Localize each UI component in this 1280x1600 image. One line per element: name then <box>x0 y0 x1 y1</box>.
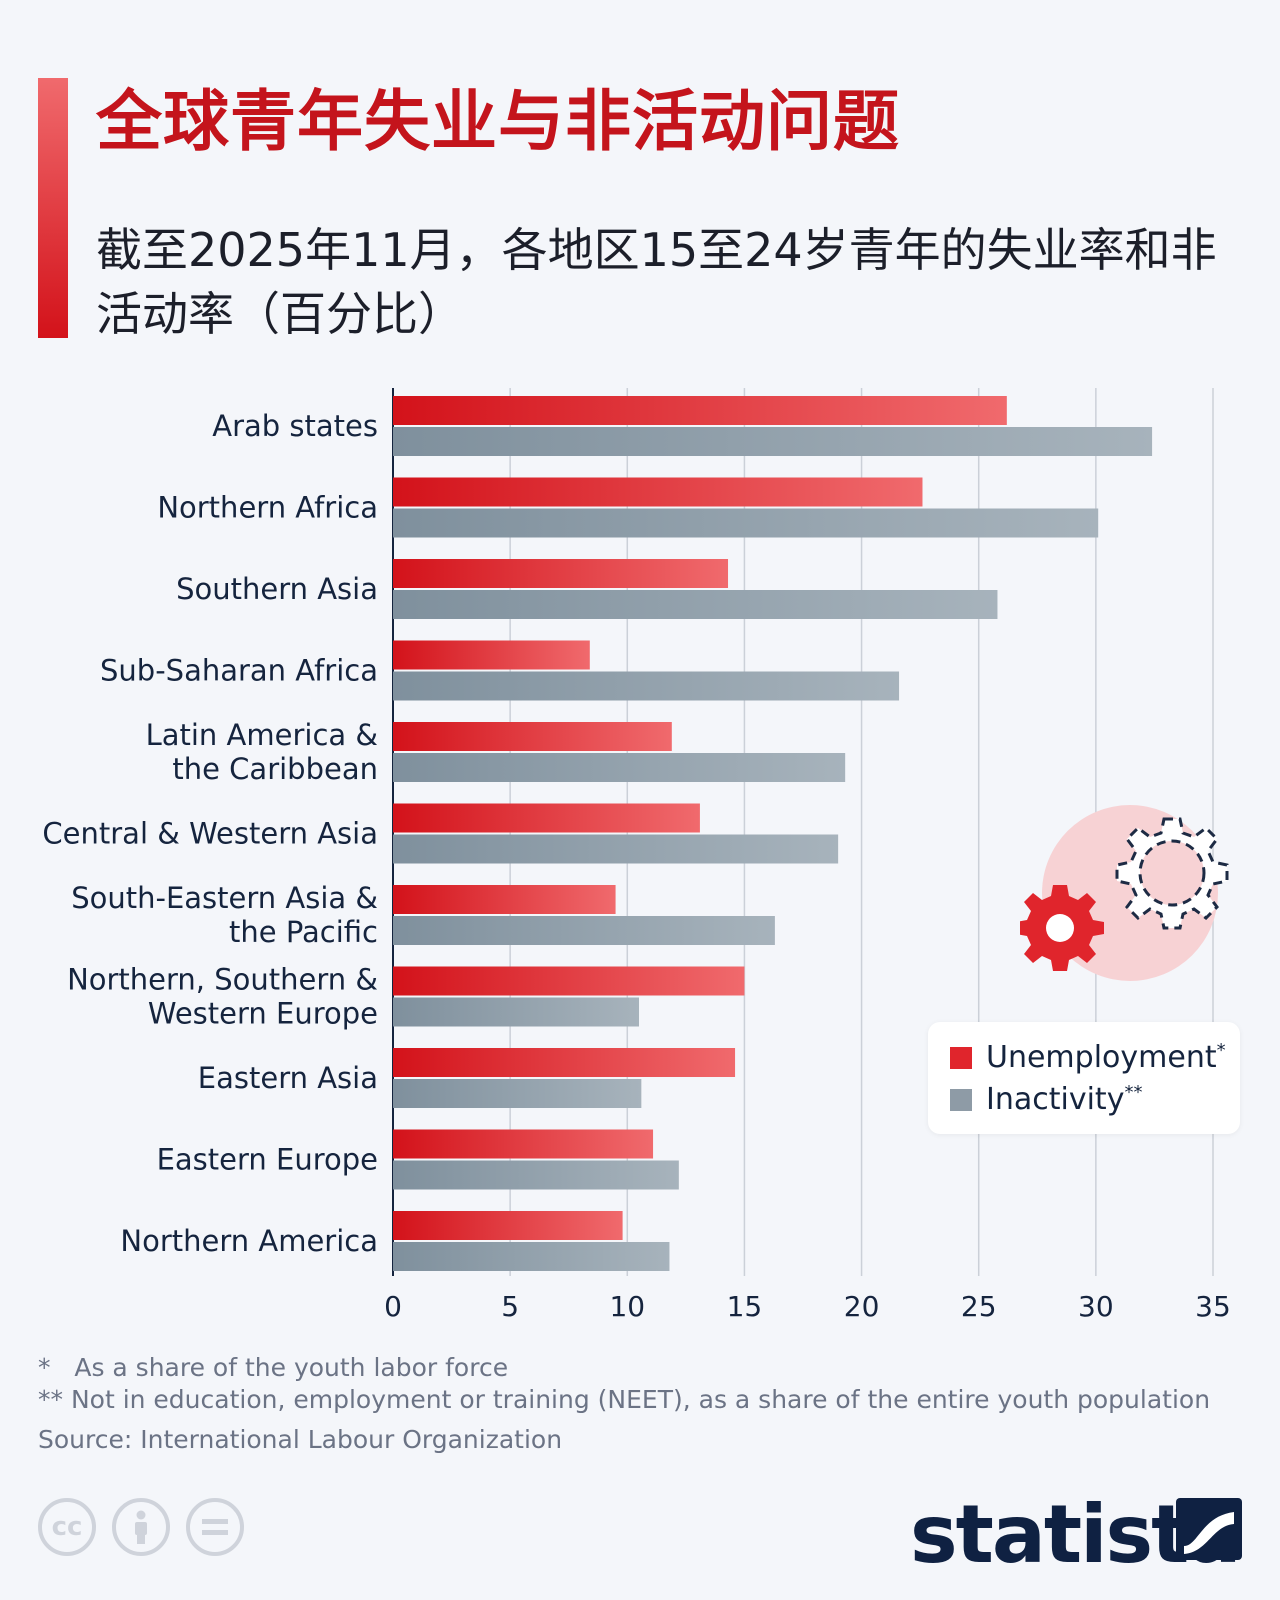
bar-inactivity <box>393 1079 642 1108</box>
bar-inactivity <box>393 508 1099 538</box>
bar-inactivity <box>393 916 775 945</box>
category-label: Latin America & the Caribbean <box>146 718 378 786</box>
bar-inactivity <box>393 834 839 864</box>
person-icon[interactable] <box>112 1498 170 1556</box>
legend-item-unemployment: Unemployment* <box>950 1040 1226 1075</box>
equals-icon[interactable] <box>186 1498 244 1556</box>
bar-inactivity <box>393 753 846 782</box>
category-label: Sub-Saharan Africa <box>100 654 378 688</box>
chart-legend: Unemployment* Inactivity** <box>928 1022 1240 1134</box>
x-tick-label: 25 <box>961 1290 997 1323</box>
bar-chart: Arab states Northern Africa Southern Asia S… <box>42 388 1231 1323</box>
title-accent-bar <box>38 78 68 338</box>
legend-label-inactivity: Inactivity <box>986 1082 1125 1117</box>
x-tick-label: 15 <box>727 1290 763 1323</box>
category-label: Northern Africa <box>157 491 378 525</box>
x-tick-label: 30 <box>1078 1290 1114 1323</box>
category-label: Arab states <box>212 409 378 443</box>
cc-icon[interactable]: cc <box>38 1498 96 1556</box>
legend-label-unemployment: Unemployment <box>986 1040 1217 1075</box>
bar-unemployment <box>393 722 672 751</box>
bar-inactivity <box>393 997 639 1027</box>
bar-unemployment <box>393 1211 623 1240</box>
statista-logo-mark <box>1176 1498 1242 1560</box>
bar-inactivity <box>393 671 900 701</box>
category-label: South-Eastern Asia & the Pacific <box>71 881 378 949</box>
category-label: Southern Asia <box>176 572 378 606</box>
footnote-1: * As a share of the youth labor force <box>38 1353 509 1382</box>
license-icons: cc <box>38 1498 260 1556</box>
legend-suffix-unemployment: * <box>1216 1040 1226 1061</box>
category-label: Eastern Europe <box>157 1143 378 1177</box>
bar-unemployment <box>393 1048 736 1077</box>
bar-inactivity <box>393 590 998 619</box>
footnotes: * As a share of the youth labor force **… <box>38 1352 1258 1456</box>
category-label: Northern, Southern & Western Europe <box>67 963 378 1031</box>
bar-unemployment <box>393 477 923 507</box>
legend-swatch-inactivity <box>950 1088 972 1111</box>
bar-unemployment <box>393 966 745 996</box>
bar-unemployment <box>393 559 729 588</box>
x-tick-label: 20 <box>844 1290 880 1323</box>
category-label: Northern America <box>120 1224 378 1258</box>
bar-inactivity <box>393 1160 679 1190</box>
gear-icon <box>1020 805 1229 981</box>
bar-unemployment <box>393 803 700 833</box>
bar-inactivity <box>393 1242 670 1271</box>
legend-swatch-unemployment <box>950 1046 972 1069</box>
x-tick-label: 10 <box>609 1290 645 1323</box>
bar-inactivity <box>393 427 1153 456</box>
category-label: Eastern Asia <box>198 1061 378 1095</box>
chart-title: 全球青年失业与非活动问题 <box>96 83 900 160</box>
bar-unemployment <box>393 1129 654 1159</box>
bar-unemployment <box>393 396 1007 425</box>
category-label: Central & Western Asia <box>42 817 378 851</box>
legend-suffix-inactivity: ** <box>1124 1082 1143 1103</box>
bar-unemployment <box>393 640 590 670</box>
x-tick-label: 5 <box>501 1290 519 1323</box>
bar-unemployment <box>393 885 616 914</box>
x-tick-label: 35 <box>1195 1290 1231 1323</box>
legend-item-inactivity: Inactivity** <box>950 1082 1142 1117</box>
chart-subtitle: 截至2025年11月，各地区15至24岁青年的失业率和非活动率（百分比） <box>96 223 1217 341</box>
x-tick-label: 0 <box>384 1290 402 1323</box>
source-note: Source: International Labour Organizatio… <box>38 1425 563 1454</box>
footnote-2: ** Not in education, employment or train… <box>38 1385 1211 1414</box>
